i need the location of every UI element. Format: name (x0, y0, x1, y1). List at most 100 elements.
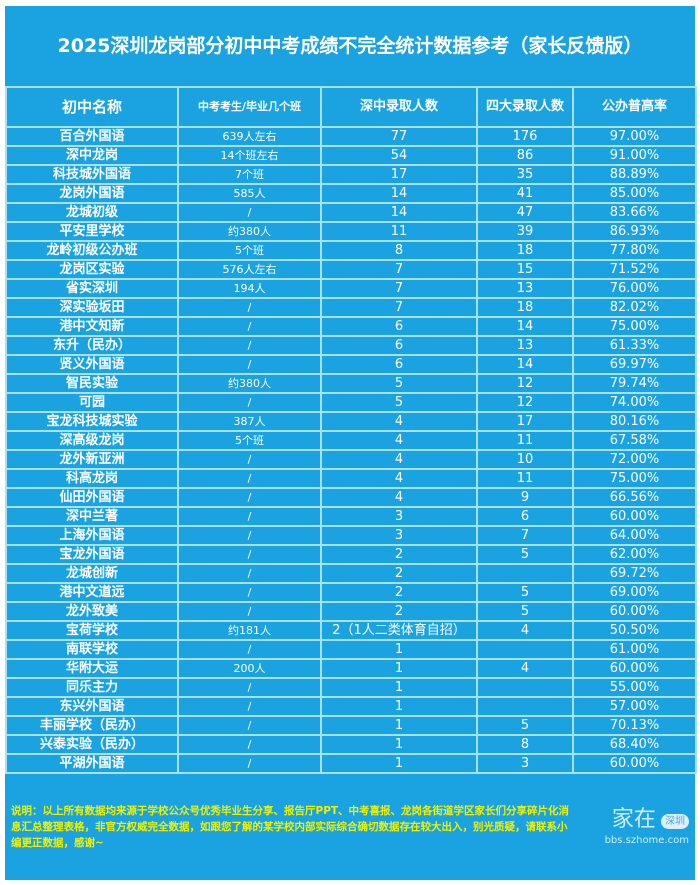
table-cell: 80.16% (572, 411, 697, 432)
table-cell: 3 (476, 753, 574, 774)
table-cell: / (177, 335, 322, 356)
table-cell: 2 (320, 544, 478, 565)
table-cell: 13 (476, 278, 574, 299)
table-cell: 龙外致美 (5, 601, 179, 622)
watermark-text: 家在 (611, 807, 656, 833)
table-cell: 86 (476, 145, 574, 166)
table-cell: 5个班 (177, 240, 322, 261)
table-cell: 7 (476, 525, 574, 546)
table-cell: 平安里学校 (5, 221, 179, 242)
table-cell: 79.74% (572, 373, 697, 394)
table-cell: 194人 (177, 278, 322, 299)
table-row: 龙岗外国语 585人 14 41 85.00% (5, 183, 697, 204)
table-cell: 97.00% (572, 126, 697, 147)
table-cell: 69.97% (572, 354, 697, 375)
table-cell: 14 (476, 354, 574, 375)
table-cell: 18 (476, 240, 574, 261)
table-cell: / (177, 392, 322, 413)
table-cell: 91.00% (572, 145, 697, 166)
table-cell: 深高级龙岗 (5, 430, 179, 451)
table-cell: 6 (320, 316, 478, 337)
table-cell: 科高龙岗 (5, 468, 179, 489)
table-row: 平湖外国语/1 3 60.00% (5, 753, 697, 774)
table-cell: 585人 (177, 183, 322, 204)
table-row: 兴泰实验（民办）/1 8 68.40% (5, 734, 697, 755)
table-cell: / (177, 468, 322, 489)
table-row: 深中龙岗 14个班左右 54 86 91.00% (5, 145, 697, 166)
table-cell: 可园 (5, 392, 179, 413)
table-cell: 17 (476, 411, 574, 432)
table-cell: 智民实验 (5, 373, 179, 394)
table-row: 平安里学校 约380人 11 39 86.93% (5, 221, 697, 242)
table-cell: 69.00% (572, 582, 697, 603)
table-cell: 龙岗区实验 (5, 259, 179, 280)
table-cell: 35 (476, 164, 574, 185)
column-header: 中考考生/毕业几个班 (177, 86, 322, 128)
table-cell: / (177, 354, 322, 375)
table-row: 龙城创新/2 69.72% (5, 563, 697, 584)
table-row: 宝龙科技城实验 387人 4 17 80.16% (5, 411, 697, 432)
table-cell: 85.00% (572, 183, 697, 204)
table-row: 丰丽学校（民办）/1 5 70.13% (5, 715, 697, 736)
table-row: 省实深圳 194人 7 13 76.00% (5, 278, 697, 299)
table-cell: / (177, 696, 322, 717)
table-cell: 3 (320, 525, 478, 546)
table-cell: 约380人 (177, 373, 322, 394)
table-row: 龙外新亚洲/4 10 72.00% (5, 449, 697, 470)
table-cell: 12 (476, 392, 574, 413)
table-row: 南联学校/1 61.00% (5, 639, 697, 660)
table-cell: / (177, 449, 322, 470)
table-cell: 科技城外国语 (5, 164, 179, 185)
table-cell: 1 (320, 715, 478, 736)
table-cell: 7 (320, 259, 478, 280)
score-table: 初中名称 中考考生/毕业几个班 深中录取人数 四大录取人数 公办普高率 百合外国语 639… (5, 86, 697, 774)
footnote: 说明：以上所有数据均来源于学校公众号优秀毕业生分享、报告厅PPT、中考喜报、龙岗… (11, 805, 570, 849)
table-cell: 8 (320, 240, 478, 261)
table-cell: 华附大运 (5, 658, 179, 679)
table-cell: 1 (320, 639, 478, 660)
table-cell (476, 639, 574, 660)
table-cell: 1 (320, 734, 478, 755)
table-cell: 2（1人二类体育自招） (320, 620, 478, 641)
table-cell: 5 (476, 601, 574, 622)
table-cell (476, 677, 574, 698)
watermark-url: bbs.szhome.com (604, 834, 689, 846)
table-cell: 1 (320, 753, 478, 774)
table-cell: 10 (476, 449, 574, 470)
table-row: 上海外国语/3 7 64.00% (5, 525, 697, 546)
table-cell: 4 (320, 487, 478, 508)
table-cell: 7 (320, 297, 478, 318)
table-cell: 41 (476, 183, 574, 204)
table-cell: 66.56% (572, 487, 697, 508)
table-cell: 15 (476, 259, 574, 280)
table-cell: / (177, 297, 322, 318)
table-row: 深中兰著/3 6 60.00% (5, 506, 697, 527)
table-row: 华附大运 200人 1 4 60.00% (5, 658, 697, 679)
table-row: 东升（民办）/6 13 61.33% (5, 335, 697, 356)
table-cell: 5个班 (177, 430, 322, 451)
table-cell: 71.52% (572, 259, 697, 280)
table-cell: 61.00% (572, 639, 697, 660)
table-cell: 5 (320, 392, 478, 413)
table-header-row: 初中名称 中考考生/毕业几个班 深中录取人数 四大录取人数 公办普高率 (5, 86, 697, 128)
table-cell: 82.02% (572, 297, 697, 318)
table-row: 可园/5 12 74.00% (5, 392, 697, 413)
table-cell: 4 (320, 468, 478, 489)
table-cell: 14 (476, 316, 574, 337)
table-cell: 200人 (177, 658, 322, 679)
table-cell: 62.00% (572, 544, 697, 565)
table-cell: / (177, 715, 322, 736)
table-cell: 龙城创新 (5, 563, 179, 584)
table-row: 深实验坂田/7 18 82.02% (5, 297, 697, 318)
table-cell: / (177, 639, 322, 660)
table-cell: 8 (476, 734, 574, 755)
table-cell: 75.00% (572, 316, 697, 337)
table-row: 东兴外国语/1 57.00% (5, 696, 697, 717)
table-cell: 宝龙外国语 (5, 544, 179, 565)
column-header: 深中录取人数 (320, 86, 478, 128)
table-cell: 4 (476, 658, 574, 679)
table-cell: 1 (320, 696, 478, 717)
table-cell: 60.00% (572, 658, 697, 679)
table-cell (476, 696, 574, 717)
table-row: 龙岗区实验 576人左右 7 15 71.52% (5, 259, 697, 280)
